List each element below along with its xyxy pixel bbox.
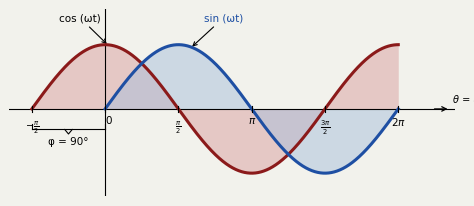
Text: θ = ωt: θ = ωt bbox=[453, 94, 474, 104]
Text: sin (ωt): sin (ωt) bbox=[193, 13, 244, 47]
Text: $\pi$: $\pi$ bbox=[247, 116, 256, 126]
Text: 0: 0 bbox=[105, 116, 111, 126]
Text: $\frac{3\pi}{2}$: $\frac{3\pi}{2}$ bbox=[320, 118, 330, 137]
Text: $-\frac{\pi}{2}$: $-\frac{\pi}{2}$ bbox=[25, 118, 39, 135]
Text: $\frac{\pi}{2}$: $\frac{\pi}{2}$ bbox=[175, 118, 182, 135]
Text: cos (ωt): cos (ωt) bbox=[59, 13, 106, 44]
Text: φ = 90°: φ = 90° bbox=[48, 136, 89, 146]
Text: $2\pi$: $2\pi$ bbox=[391, 116, 406, 128]
